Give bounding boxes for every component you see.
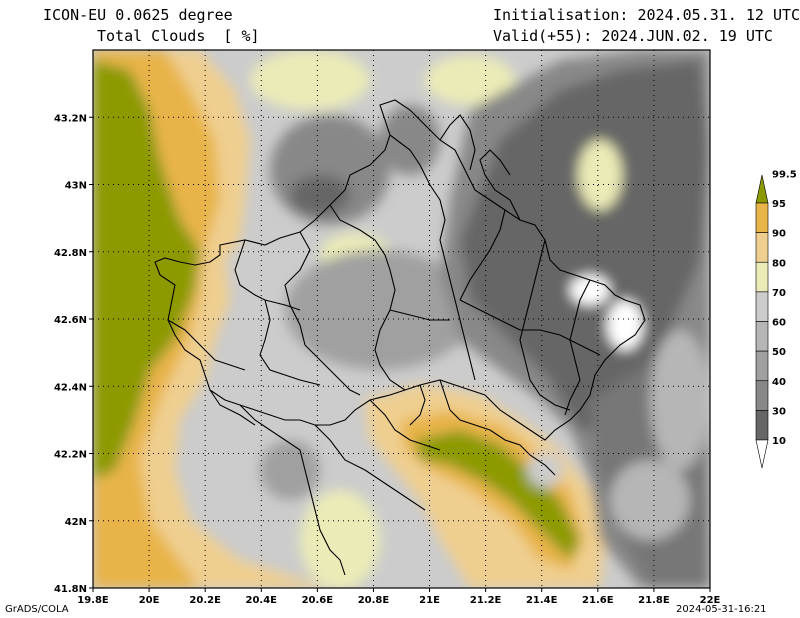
lat-tick-label: 42.4N: [54, 382, 87, 393]
lat-tick-label: 42N: [65, 517, 87, 528]
colorbar-label: 50: [772, 347, 786, 358]
initialisation-time: Initialisation: 2024.05.31. 12 UTC: [493, 6, 800, 24]
colorbar-segment: [755, 380, 769, 411]
variable-title: Total Clouds [ %]: [97, 27, 260, 45]
colorbar-top-triangle: [755, 174, 769, 204]
colorbar-segment: [755, 261, 769, 293]
lon-tick-label: 20E: [139, 595, 160, 606]
colorbar-label: 70: [772, 288, 786, 299]
colorbar-label: 40: [772, 377, 786, 388]
lon-tick-label: 21.6E: [582, 595, 614, 606]
cloud-field: [93, 50, 710, 588]
colorbar-label: 99.5: [772, 169, 797, 180]
colorbar-segment: [755, 350, 769, 382]
timestamp-label: 2024-05-31-16:21: [676, 604, 767, 615]
lat-tick-label: 42.8N: [54, 248, 87, 259]
lon-tick-label: 19.8E: [77, 595, 109, 606]
lon-tick-label: 20.6E: [302, 595, 334, 606]
lat-tick-label: 42.6N: [54, 315, 87, 326]
lon-tick-label: 20.2E: [189, 595, 221, 606]
lon-tick-label: 21.8E: [638, 595, 670, 606]
lon-tick-label: 21.2E: [470, 595, 502, 606]
lon-tick-label: 20.4E: [246, 595, 278, 606]
latitude-labels: 41.8N 42N 42.2N 42.4N 42.6N 42.8N 43N 43.2N: [54, 113, 93, 595]
valid-time: Valid(+55): 2024.JUN.02. 19 UTC: [493, 27, 773, 45]
credit-label: GrADS/COLA: [5, 604, 69, 615]
lat-tick-label: 43N: [65, 181, 87, 192]
colorbar-segment: [755, 232, 769, 263]
colorbar-label: 10: [772, 436, 786, 447]
colorbar-label: 30: [772, 406, 786, 417]
colorbar-segment: [755, 202, 769, 233]
lon-tick-label: 21E: [419, 595, 440, 606]
lat-tick-label: 41.8N: [54, 584, 87, 595]
lon-tick-label: 21.4E: [526, 595, 558, 606]
lon-tick-label: 20.8E: [358, 595, 390, 606]
colorbar-label: 60: [772, 318, 786, 329]
lat-tick-label: 43.2N: [54, 113, 87, 124]
colorbar-segment: [755, 410, 769, 441]
model-title: ICON-EU 0.0625 degree: [43, 6, 233, 24]
colorbar-label: 90: [772, 229, 786, 240]
lat-tick-label: 42.2N: [54, 450, 87, 461]
colorbar: 10 30 40 50 60 70 80 90 95 99.5: [755, 169, 797, 469]
colorbar-bottom-triangle: [755, 439, 769, 469]
colorbar-segment: [755, 291, 769, 322]
lon-tick-label: 22E: [700, 595, 721, 606]
colorbar-segment: [755, 321, 769, 352]
region-boundaries: [154, 99, 646, 576]
colorbar-label: 80: [772, 258, 786, 269]
longitude-labels: 19.8E 20E 20.2E 20.4E 20.6E 20.8E 21E 21.2E 21.4…: [77, 588, 721, 606]
colorbar-label: 95: [772, 199, 786, 210]
